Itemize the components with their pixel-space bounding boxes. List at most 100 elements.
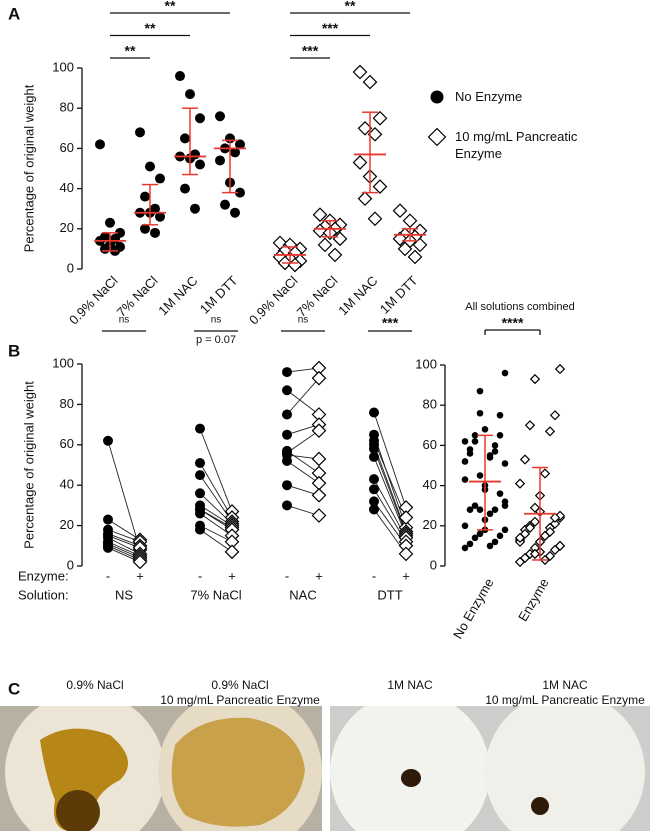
data-point bbox=[311, 451, 327, 467]
data-point bbox=[549, 512, 561, 523]
category-label: NS bbox=[115, 587, 133, 602]
data-point bbox=[476, 387, 484, 395]
data-point bbox=[95, 139, 105, 150]
significance-label: ns bbox=[211, 315, 222, 326]
x-tick-label: - bbox=[285, 568, 289, 583]
pair-line bbox=[286, 450, 320, 474]
data-point bbox=[554, 540, 566, 552]
data-point bbox=[519, 454, 531, 465]
data-point bbox=[103, 542, 113, 553]
pair-line bbox=[373, 412, 407, 508]
data-point bbox=[224, 544, 240, 560]
data-point bbox=[392, 203, 408, 219]
data-point bbox=[327, 247, 343, 263]
data-point bbox=[369, 484, 379, 495]
pair-line bbox=[199, 462, 233, 518]
data-point bbox=[215, 155, 225, 166]
significance-label: ns bbox=[119, 315, 130, 326]
data-point bbox=[397, 241, 413, 257]
data-point bbox=[135, 127, 145, 138]
data-point bbox=[496, 411, 504, 419]
pair-line bbox=[107, 519, 141, 541]
pair-line bbox=[373, 434, 407, 528]
data-point bbox=[461, 522, 469, 530]
y-tick-label: 100 bbox=[415, 356, 437, 371]
data-point bbox=[150, 227, 160, 238]
x-tick-label: - bbox=[372, 568, 376, 583]
data-point bbox=[369, 443, 379, 454]
data-point bbox=[398, 546, 414, 562]
data-point bbox=[491, 448, 499, 455]
x-tick-label: 1M DTT bbox=[197, 273, 241, 317]
data-point bbox=[367, 211, 383, 227]
y-tick-label: 80 bbox=[60, 396, 74, 411]
data-point bbox=[235, 139, 245, 150]
data-point bbox=[317, 237, 333, 253]
data-point bbox=[195, 508, 205, 519]
y-tick-label: 20 bbox=[60, 220, 74, 235]
data-point bbox=[372, 179, 388, 194]
data-point bbox=[195, 470, 205, 481]
x-tick-label: 1M NAC bbox=[155, 273, 200, 318]
data-point bbox=[195, 159, 205, 170]
data-point bbox=[471, 502, 479, 510]
y-tick-label: 0 bbox=[67, 557, 74, 572]
y-tick-label: 60 bbox=[60, 140, 74, 155]
data-point bbox=[145, 161, 155, 172]
significance-label: ** bbox=[125, 43, 136, 59]
photo-label: 10 mg/mL Pancreatic Enzyme bbox=[485, 693, 645, 707]
data-point bbox=[155, 173, 165, 184]
chart-title: All solutions combined bbox=[465, 301, 574, 313]
data-point bbox=[282, 480, 292, 491]
pair-line bbox=[373, 456, 407, 536]
significance-label: ** bbox=[345, 0, 356, 14]
data-point bbox=[195, 524, 205, 535]
data-point bbox=[282, 500, 292, 511]
x-tick-label: 1M NAC bbox=[335, 273, 380, 318]
x-tick-label: 0.9% NaCl bbox=[66, 273, 121, 328]
data-point bbox=[215, 111, 225, 122]
data-point bbox=[369, 474, 379, 485]
y-tick-label: 0 bbox=[430, 557, 437, 572]
legend-label: No Enzyme bbox=[455, 89, 523, 104]
data-point bbox=[412, 237, 428, 253]
data-point bbox=[140, 191, 150, 202]
data-point bbox=[155, 211, 165, 222]
panel-label: C bbox=[8, 679, 20, 698]
data-point bbox=[220, 199, 230, 210]
data-point bbox=[352, 64, 368, 80]
data-point bbox=[466, 540, 474, 548]
filter-paper bbox=[330, 706, 490, 831]
significance-label: ns bbox=[298, 315, 309, 326]
data-point bbox=[180, 133, 190, 144]
stain-dark bbox=[56, 790, 100, 831]
data-point bbox=[372, 110, 388, 126]
data-point bbox=[235, 187, 245, 198]
data-point bbox=[501, 369, 509, 377]
panel-label: B bbox=[8, 341, 20, 360]
significance-label: *** bbox=[382, 315, 399, 331]
x-tick-label: + bbox=[402, 568, 410, 583]
legend-label: 10 mg/mL Pancreatic Enzyme bbox=[455, 129, 578, 161]
data-point bbox=[105, 217, 115, 228]
data-point bbox=[514, 556, 526, 568]
stain bbox=[531, 797, 549, 815]
data-point bbox=[514, 532, 526, 543]
filter-paper bbox=[485, 706, 645, 831]
stain bbox=[401, 769, 421, 787]
y-tick-label: 20 bbox=[423, 517, 437, 532]
data-point bbox=[369, 407, 379, 418]
data-point bbox=[461, 458, 469, 465]
stain bbox=[171, 717, 305, 827]
data-point bbox=[140, 223, 150, 234]
data-point bbox=[352, 155, 368, 170]
pair-line bbox=[286, 460, 320, 484]
data-point bbox=[132, 554, 148, 570]
data-point bbox=[524, 522, 536, 533]
pair-line bbox=[199, 513, 233, 537]
x-tick-label: Enzyme bbox=[515, 576, 551, 624]
pair-line bbox=[199, 525, 233, 543]
data-point bbox=[529, 548, 541, 560]
y-tick-label: 0 bbox=[67, 260, 74, 275]
